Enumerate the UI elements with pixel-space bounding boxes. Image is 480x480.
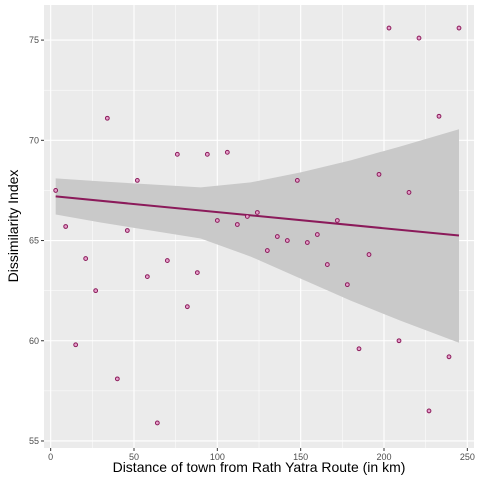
regression-line bbox=[55, 195, 460, 237]
data-point bbox=[284, 238, 290, 243]
data-point bbox=[304, 240, 310, 245]
data-point bbox=[124, 228, 130, 233]
confidence-band bbox=[55, 129, 460, 343]
y-axis-title: Dissimilarity Index bbox=[5, 170, 21, 283]
x-tick-label: 0 bbox=[48, 452, 53, 462]
y-tick-label: 65 bbox=[29, 236, 39, 246]
y-axis-ticks: 55 60 65 70 75 bbox=[29, 35, 44, 446]
data-point bbox=[164, 258, 170, 263]
data-point bbox=[274, 234, 280, 239]
data-point bbox=[104, 115, 110, 121]
data-point bbox=[294, 177, 300, 183]
y-tick-label: 70 bbox=[29, 135, 39, 145]
data-point bbox=[416, 35, 422, 41]
data-point bbox=[436, 113, 442, 119]
data-points bbox=[53, 25, 462, 426]
data-point bbox=[214, 218, 220, 223]
data-point bbox=[446, 354, 452, 360]
data-point bbox=[376, 171, 382, 177]
data-point bbox=[264, 248, 270, 253]
data-point bbox=[426, 408, 432, 414]
data-point bbox=[344, 282, 350, 288]
data-point bbox=[396, 338, 402, 344]
data-point bbox=[134, 177, 140, 183]
data-point bbox=[234, 222, 240, 227]
data-point bbox=[254, 210, 260, 215]
y-tick-label: 60 bbox=[29, 336, 39, 346]
x-axis-ticks: 0 50 100 150 200 250 bbox=[48, 448, 475, 462]
data-point bbox=[93, 288, 99, 294]
data-point bbox=[356, 346, 362, 352]
data-point bbox=[53, 188, 59, 193]
x-tick-label: 250 bbox=[460, 452, 475, 462]
data-point bbox=[204, 151, 210, 157]
data-point bbox=[406, 190, 412, 195]
x-axis-title: Distance of town from Rath Yatra Route (… bbox=[113, 459, 406, 475]
data-point bbox=[73, 342, 79, 348]
data-point bbox=[194, 270, 200, 276]
x-tick-label: 150 bbox=[293, 452, 308, 462]
data-point bbox=[154, 420, 160, 426]
data-point bbox=[314, 232, 320, 237]
data-point bbox=[244, 214, 250, 219]
data-point bbox=[386, 25, 392, 31]
x-tick-label: 50 bbox=[129, 452, 139, 462]
x-tick-label: 200 bbox=[376, 452, 391, 462]
data-point bbox=[334, 218, 340, 223]
y-tick-label: 75 bbox=[29, 35, 39, 45]
data-point bbox=[324, 262, 330, 267]
data-point bbox=[224, 149, 230, 155]
data-point bbox=[144, 274, 150, 280]
x-tick-label: 100 bbox=[210, 452, 225, 462]
data-point bbox=[83, 256, 89, 261]
data-point bbox=[114, 376, 120, 382]
data-point bbox=[366, 252, 372, 257]
data-point bbox=[456, 25, 462, 31]
data-point bbox=[174, 151, 180, 157]
data-point bbox=[63, 224, 69, 229]
data-point bbox=[184, 304, 190, 310]
y-tick-label: 55 bbox=[29, 436, 39, 446]
